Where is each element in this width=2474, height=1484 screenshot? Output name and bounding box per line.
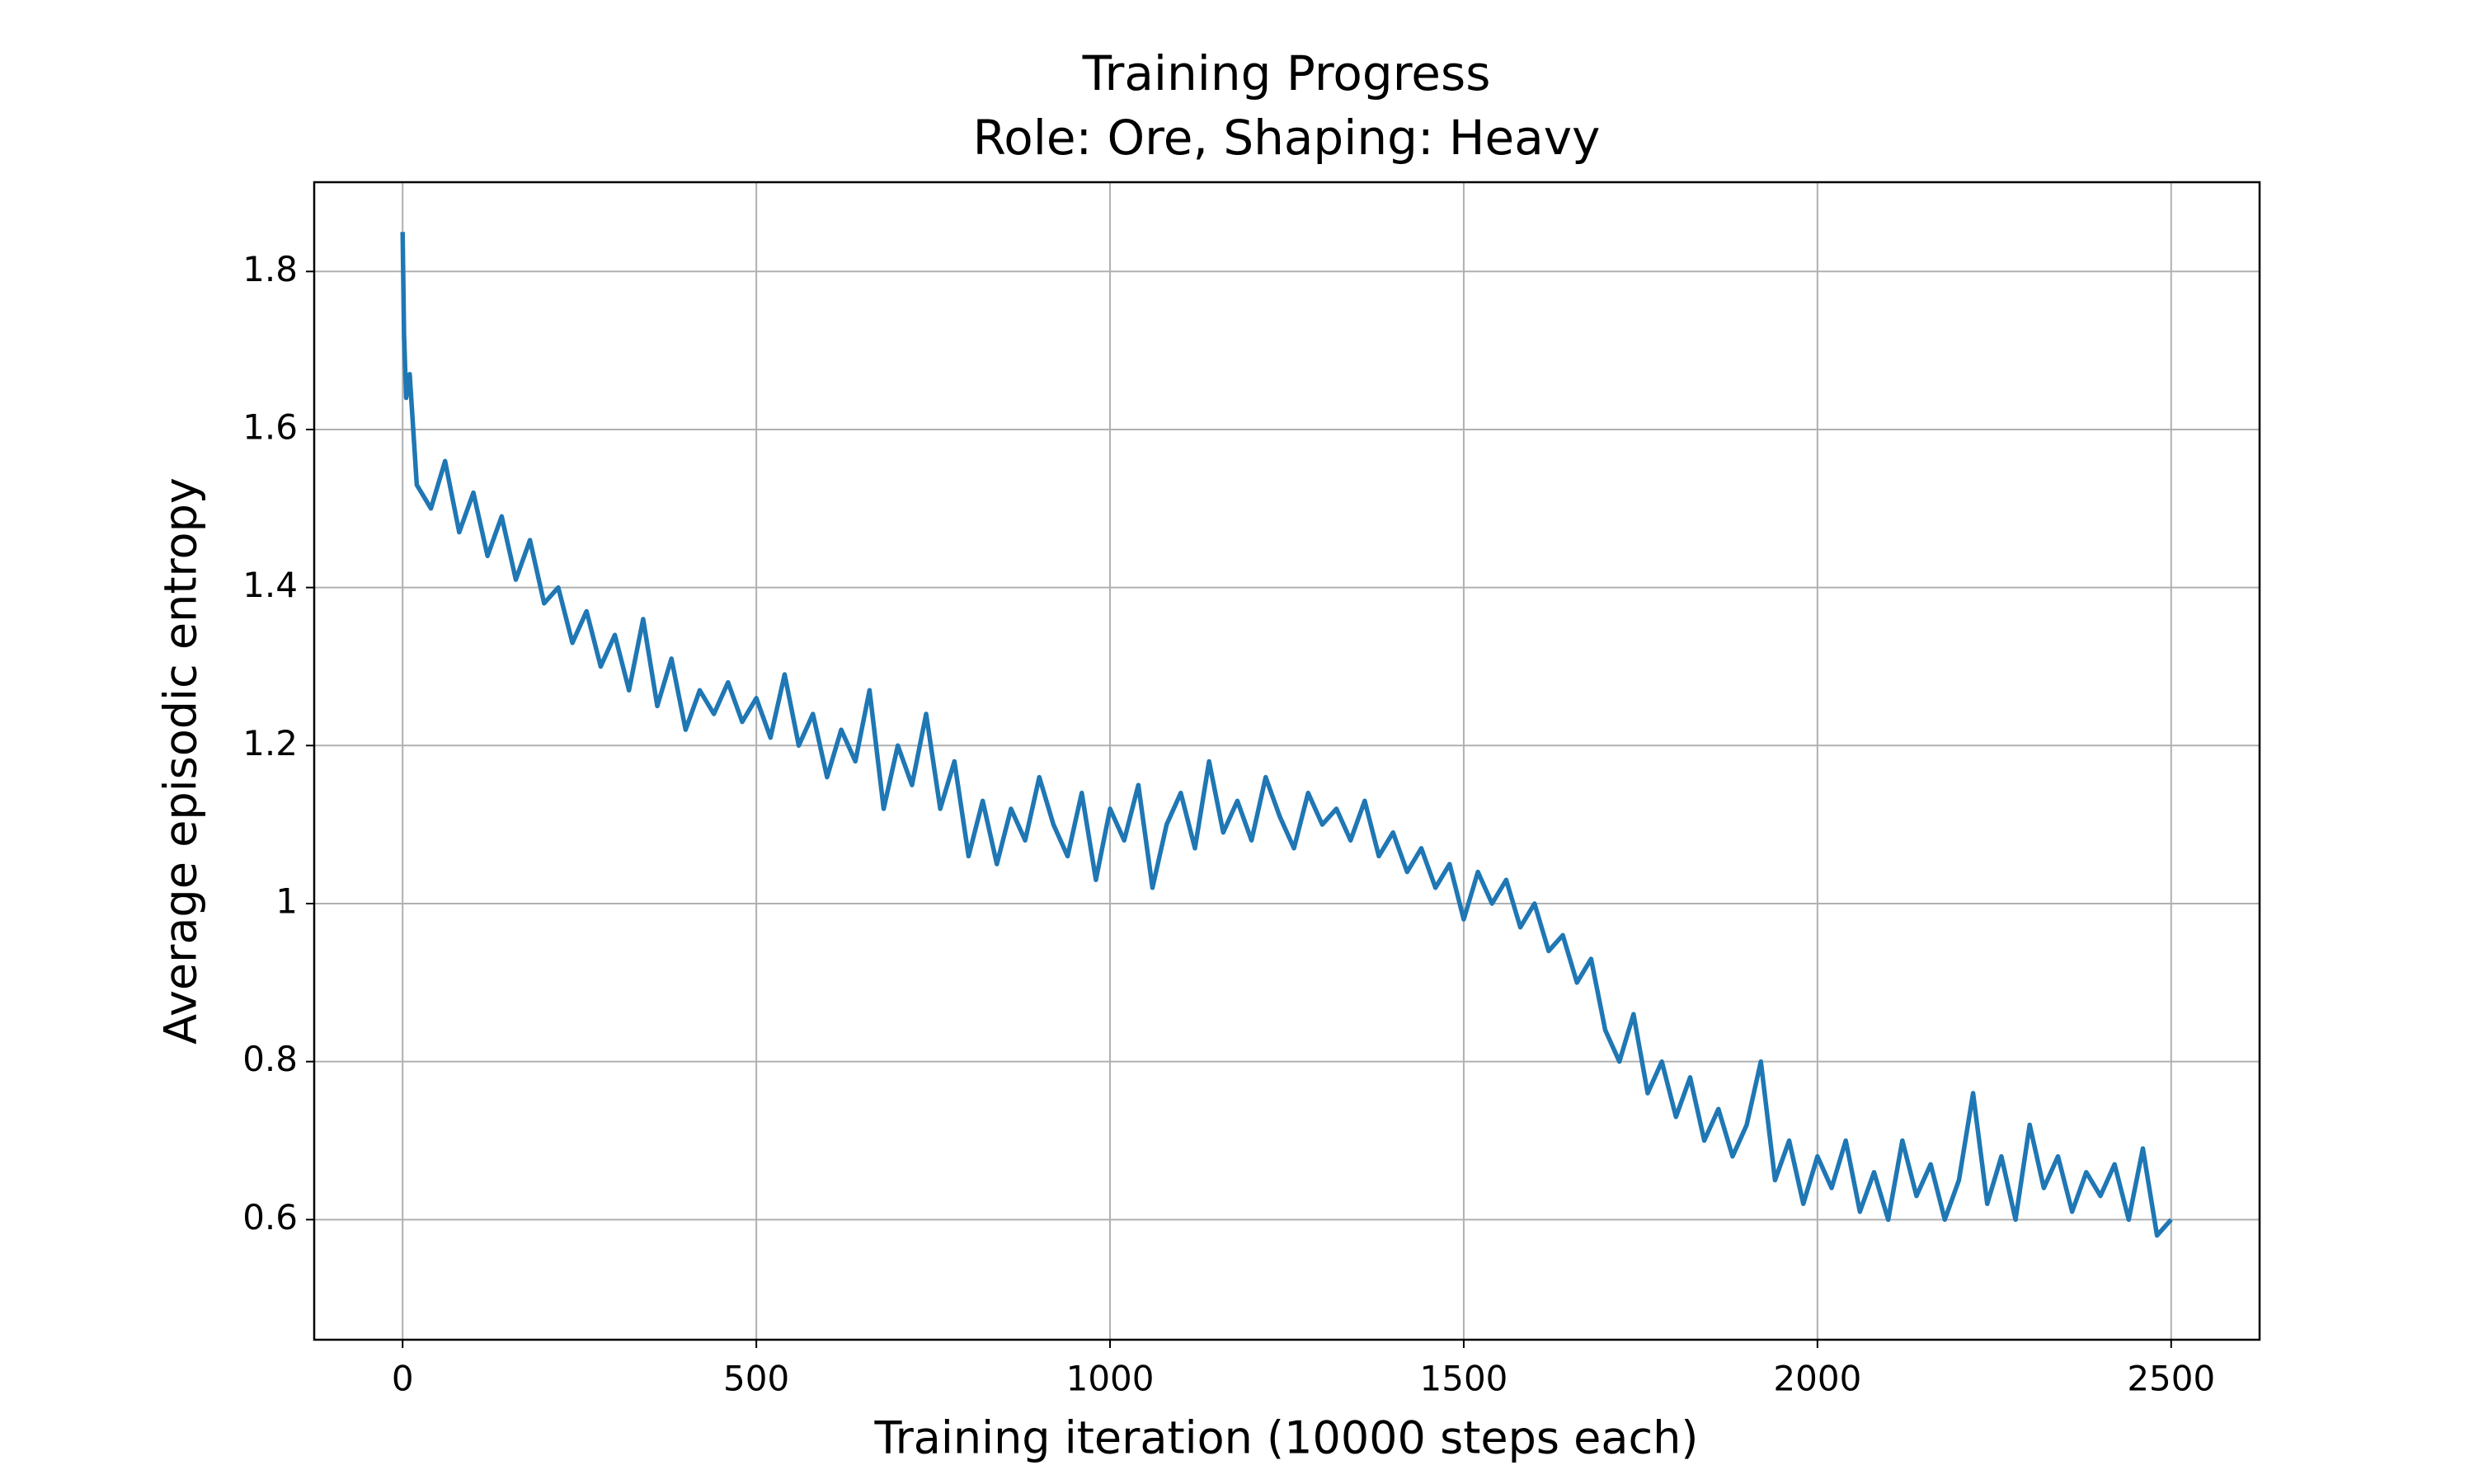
y-tick-label: 1.8 (242, 249, 298, 289)
x-tick-label: 1500 (1420, 1359, 1508, 1399)
x-tick-label: 500 (723, 1359, 789, 1399)
y-tick-label: 1.2 (242, 723, 298, 763)
x-tick-label: 1000 (1066, 1359, 1155, 1399)
data-line (400, 232, 2173, 1238)
y-tick-label: 1.4 (242, 565, 298, 605)
y-axis-label: Average episodic entropy (155, 477, 207, 1045)
y-tick-label: 0.8 (242, 1039, 298, 1079)
x-axis-label: Training iteration (10000 steps each) (874, 1412, 1699, 1464)
x-tick-label: 0 (392, 1359, 414, 1399)
y-tick-label: 0.6 (242, 1197, 298, 1237)
x-tick-label: 2000 (1773, 1359, 1861, 1399)
chart-title: Training Progress (1082, 45, 1491, 101)
plot-frame (313, 181, 2261, 1341)
x-tick-label: 2500 (2127, 1359, 2215, 1399)
plot-area: 0 500 1000 1500 2000 2500 0.6 0.8 1 1.2 1.4 1.6 1.8 (242, 182, 2260, 1399)
chart-subtitle: Role: Ore, Shaping: Heavy (973, 110, 1601, 166)
y-tick-label: 1.6 (242, 406, 298, 447)
y-tick-label: 1 (275, 881, 298, 921)
